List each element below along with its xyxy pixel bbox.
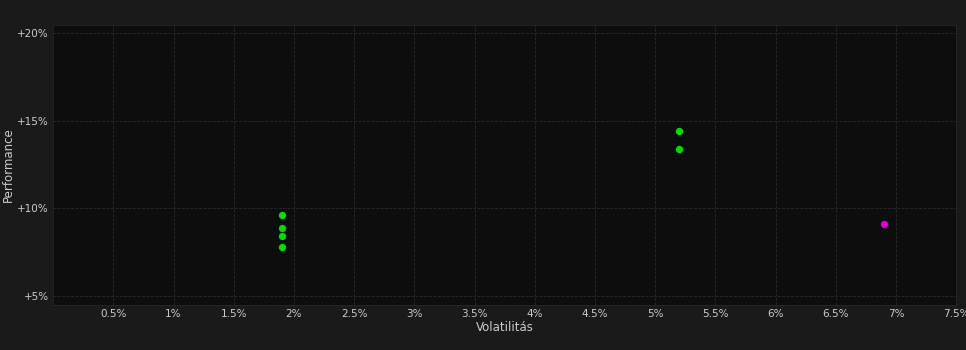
Point	[274, 233, 290, 239]
Point	[274, 225, 290, 230]
Point	[274, 212, 290, 218]
Y-axis label: Performance: Performance	[1, 127, 14, 202]
X-axis label: Volatilitás: Volatilitás	[476, 321, 533, 335]
Point	[274, 244, 290, 250]
Point	[671, 128, 687, 134]
Point	[876, 221, 892, 227]
Point	[671, 146, 687, 152]
